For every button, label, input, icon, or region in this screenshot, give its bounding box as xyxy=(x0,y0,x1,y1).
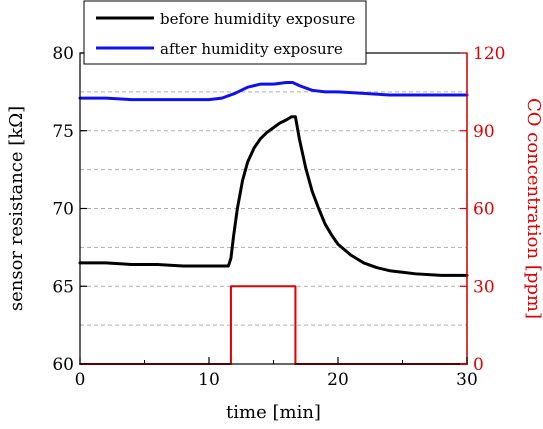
y-tick-label: 70 xyxy=(52,200,74,220)
series-before-line xyxy=(78,115,469,277)
y-right-tick-label: 30 xyxy=(473,277,495,297)
y-right-tick-label: 60 xyxy=(473,200,495,220)
legend: before humidity exposure after humidity … xyxy=(83,0,367,65)
x-tick-label: 20 xyxy=(327,370,349,390)
y-tick-label: 60 xyxy=(52,355,74,375)
x-tick-label: 10 xyxy=(198,370,220,390)
x-tick-label: 30 xyxy=(456,370,478,390)
y-tick-label: 75 xyxy=(52,122,74,142)
x-tick-label: 0 xyxy=(75,370,86,390)
y-tick-label: 65 xyxy=(52,277,74,297)
series-layer xyxy=(78,81,469,365)
y-axis-title: sensor resistance [kΩ] xyxy=(6,106,27,311)
series-after-line xyxy=(78,81,469,102)
y-right-tick-label: 0 xyxy=(473,355,484,375)
y-right-tick-label: 120 xyxy=(473,44,505,64)
tick-marks xyxy=(79,52,468,365)
legend-label-before: before humidity exposure xyxy=(160,10,355,28)
legend-label-after: after humidity exposure xyxy=(160,40,343,58)
y-axis-right-title: CO concentration [ppm] xyxy=(523,98,543,319)
y-tick-label: 80 xyxy=(52,44,74,64)
legend-box xyxy=(83,0,367,65)
grid-lines xyxy=(80,91,467,326)
x-axis-title: time [min] xyxy=(226,402,321,423)
y-right-tick-label: 90 xyxy=(473,122,495,142)
